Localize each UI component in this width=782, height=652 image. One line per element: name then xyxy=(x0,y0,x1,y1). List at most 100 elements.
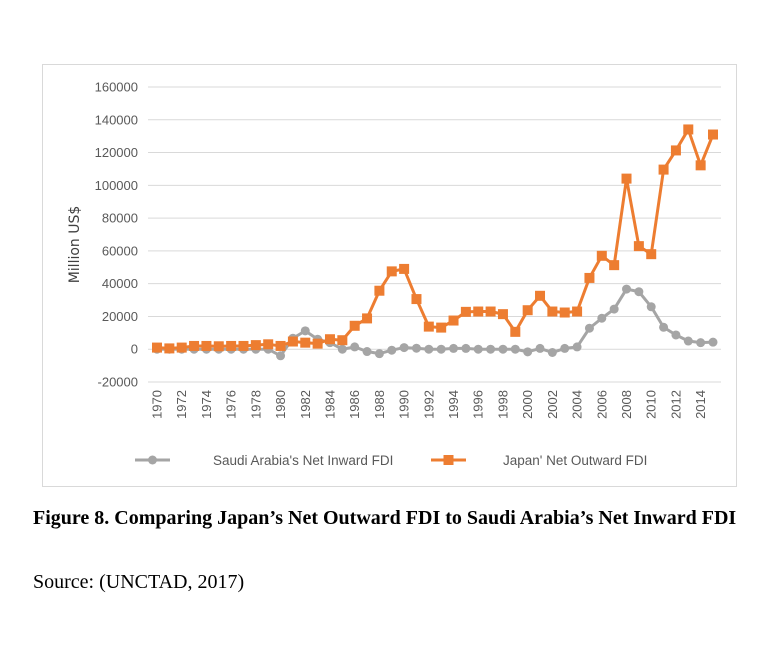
data-point xyxy=(485,306,496,317)
legend: Saudi Arabia's Net Inward FDI Japan' Net … xyxy=(135,453,647,468)
x-tick-label: 2010 xyxy=(644,390,659,419)
series-line xyxy=(157,287,714,358)
data-point xyxy=(696,338,706,348)
data-point xyxy=(399,343,409,353)
x-tick-label: 1982 xyxy=(298,390,313,419)
legend-item: Japan' Net Outward FDI xyxy=(431,453,647,468)
series-layer xyxy=(152,124,718,361)
data-point xyxy=(152,342,162,353)
x-tick-label: 1970 xyxy=(150,390,165,419)
data-point xyxy=(572,342,582,352)
data-point xyxy=(263,339,274,350)
x-tick-label: 1994 xyxy=(446,390,461,419)
data-point xyxy=(213,341,224,352)
data-point xyxy=(448,315,459,326)
data-point xyxy=(670,145,681,156)
x-tick-label: 1992 xyxy=(421,390,436,419)
data-point xyxy=(683,336,693,346)
y-axis-title: Million US$ xyxy=(67,206,83,284)
data-point xyxy=(560,343,570,353)
x-tick-label: 1986 xyxy=(347,390,362,419)
x-tick-label: 2006 xyxy=(594,390,609,419)
y-tick-label: 60000 xyxy=(102,243,138,258)
data-point xyxy=(337,344,347,354)
legend-item: Saudi Arabia's Net Inward FDI xyxy=(135,453,393,468)
figure-caption: Figure 8. Comparing Japan’s Net Outward … xyxy=(33,507,737,529)
data-point xyxy=(387,345,397,355)
x-tick-label: 1978 xyxy=(248,390,263,419)
x-tick-label: 1988 xyxy=(372,390,387,419)
data-point xyxy=(708,129,718,140)
data-point xyxy=(461,343,471,353)
y-tick-label: 120000 xyxy=(95,145,138,160)
x-tick-label: 1972 xyxy=(174,390,189,419)
x-tick-label: 1976 xyxy=(224,390,239,419)
legend-marker xyxy=(443,455,454,465)
legend-label: Japan' Net Outward FDI xyxy=(503,453,647,468)
data-point xyxy=(572,306,583,317)
data-point xyxy=(201,340,212,351)
data-point xyxy=(460,306,471,317)
chart-svg: -20000 0 20000 40000 60000 80000 100000 120000 1… xyxy=(67,80,721,468)
data-point xyxy=(633,241,644,252)
data-point xyxy=(659,322,669,332)
data-point xyxy=(535,290,546,301)
data-point xyxy=(436,344,446,354)
y-tick-label: 40000 xyxy=(102,276,138,291)
x-tick-label: 1998 xyxy=(495,390,510,419)
legend-marker xyxy=(148,455,157,465)
data-point xyxy=(596,250,607,261)
data-point xyxy=(510,344,520,354)
data-point xyxy=(176,342,187,353)
data-point xyxy=(646,302,656,312)
x-tick-label: 1990 xyxy=(397,390,412,419)
x-tick-label: 1974 xyxy=(199,390,214,419)
data-point xyxy=(275,340,286,351)
data-point xyxy=(473,344,483,354)
x-axis-ticks: 1970 1972 1974 1976 1978 1980 1982 1984 1986 1988… xyxy=(150,390,709,419)
data-point xyxy=(164,343,175,354)
data-point xyxy=(300,326,310,336)
data-point xyxy=(597,313,607,323)
y-tick-label: 20000 xyxy=(102,309,138,324)
data-point xyxy=(486,344,496,354)
x-tick-label: 2004 xyxy=(570,390,585,419)
x-tick-label: 2014 xyxy=(693,390,708,419)
data-point xyxy=(312,338,323,349)
series-line xyxy=(156,127,715,350)
data-point xyxy=(411,343,421,353)
x-tick-label: 2008 xyxy=(619,390,634,419)
data-point xyxy=(386,266,397,277)
data-point xyxy=(708,337,718,347)
data-point xyxy=(350,342,360,352)
x-tick-label: 2012 xyxy=(668,390,683,419)
data-point xyxy=(609,260,620,271)
x-tick-label: 2002 xyxy=(545,390,560,419)
data-point xyxy=(189,340,200,351)
data-point xyxy=(362,313,373,324)
data-point xyxy=(300,337,311,348)
data-point xyxy=(349,320,360,331)
y-tick-label: 140000 xyxy=(95,112,138,127)
data-point xyxy=(658,164,669,175)
x-tick-label: 2000 xyxy=(520,390,535,419)
data-point xyxy=(250,340,261,351)
data-point xyxy=(584,323,594,333)
y-tick-label: 80000 xyxy=(102,211,138,226)
series-japan xyxy=(152,124,718,354)
y-tick-label: -20000 xyxy=(98,375,138,390)
data-point xyxy=(559,307,570,318)
data-point xyxy=(498,344,508,354)
data-point xyxy=(510,326,521,337)
data-point xyxy=(276,351,286,361)
data-point xyxy=(547,306,558,317)
data-point xyxy=(695,160,706,171)
data-point xyxy=(522,305,533,316)
y-axis-ticks: -20000 0 20000 40000 60000 80000 100000 120000 1… xyxy=(95,80,138,390)
data-point xyxy=(497,309,508,320)
data-point xyxy=(473,306,484,317)
data-point xyxy=(683,124,694,135)
data-point xyxy=(621,173,632,184)
data-point xyxy=(622,284,632,294)
y-tick-label: 0 xyxy=(131,342,138,357)
